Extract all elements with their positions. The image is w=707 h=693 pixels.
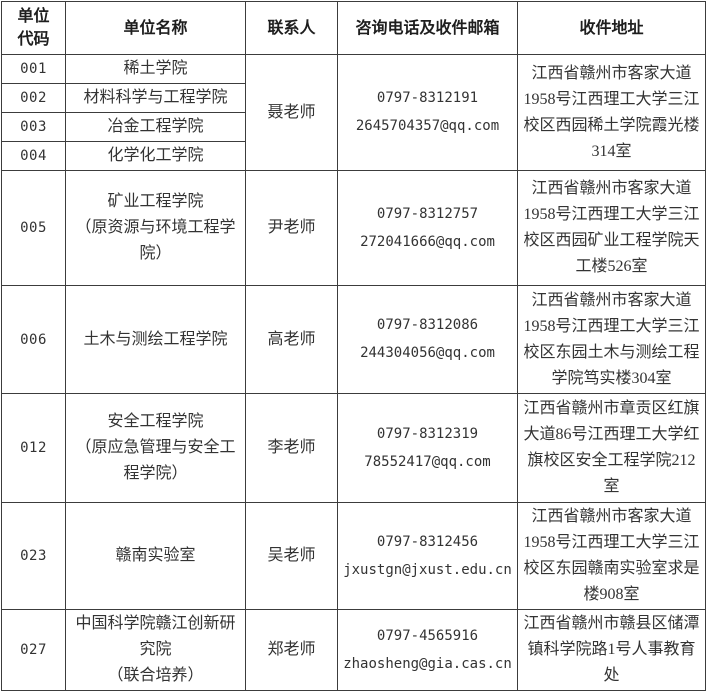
unit-name-cell: 安全工程学院 （原应急管理与安全工 程学院）: [65, 393, 246, 503]
table-row: 003 冶金工程学院: [1, 112, 706, 142]
phone-email-cell: 0797-8312086 244304056@qq.com: [337, 285, 518, 394]
phone-email-cell: 0797-8312191 2645704357@qq.com: [337, 54, 518, 171]
unit-name-cell: 矿业工程学院 （原资源与环境工程学 院）: [65, 170, 246, 286]
contact-person-cell: 聂老师: [245, 54, 338, 171]
phone-email-cell: 0797-8312456 jxustgn@jxust.edu.cn: [337, 502, 518, 610]
email-address: 272041666@qq.com: [360, 233, 495, 250]
unit-name-cell: 冶金工程学院: [65, 112, 246, 142]
unit-name-cell: 中国科学院赣江创新研 究院 （联合培养）: [65, 609, 246, 691]
unit-name-cell: 材料科学与工程学院: [65, 83, 246, 113]
email-address: 2645704357@qq.com: [355, 118, 500, 134]
phone-email-cell: 0797-4565916 zhaosheng@gia.cas.cn: [337, 609, 518, 691]
unit-code-cell: 023: [1, 502, 66, 610]
address-cell: 江西省赣州市赣县区储潭 镇科学院路1号人事教育 处: [517, 609, 706, 691]
unit-name-cell: 稀土学院: [65, 54, 246, 84]
phone-number: 0797-8312319: [376, 425, 479, 442]
table-row: 027 中国科学院赣江创新研 究院 （联合培养） 郑老师 0797-4565916 zh…: [1, 609, 706, 691]
unit-code-cell: 012: [1, 393, 66, 503]
unit-name-cell: 土木与测绘工程学院: [65, 285, 246, 394]
table-row: 023 赣南实验室 吴老师 0797-8312456 jxustgn@jxust.edu…: [1, 502, 706, 610]
table-row: 004 化学化工学院: [1, 141, 706, 171]
address-cell: 江西省赣州市客家大道 1958号江西理工大学三江 校区西园稀土学院霞光楼 314…: [517, 54, 706, 171]
table-body: 001 稀土学院 聂老师 0797-8312191 2645704357@qq.com 江…: [1, 54, 706, 691]
header-address: 收件地址: [517, 1, 706, 55]
phone-email-cell: 0797-8312757 272041666@qq.com: [337, 170, 518, 286]
unit-code-cell: 002: [1, 83, 66, 113]
address-cell: 江西省赣州市客家大道 1958号江西理工大学三江 校区东园土木与测绘工程 学院笃…: [517, 285, 706, 394]
unit-name-cell: 化学化工学院: [65, 141, 246, 171]
header-contact: 联系人: [245, 1, 338, 55]
table-header: 单位 代码 单位名称 联系人 咨询电话及收件邮箱 收件地址: [1, 1, 706, 55]
contact-person-cell: 郑老师: [245, 609, 338, 691]
email-address: 244304056@qq.com: [360, 345, 495, 361]
table-row: 002 材料科学与工程学院: [1, 83, 706, 113]
table-row: 005 矿业工程学院 （原资源与环境工程学 院） 尹老师 0797-8312757 27…: [1, 170, 706, 286]
phone-number: 0797-8312191: [376, 90, 479, 106]
address-cell: 江西省赣州市客家大道 1958号江西理工大学三江 校区西园矿业工程学院天 工楼5…: [517, 170, 706, 286]
contact-person-cell: 高老师: [245, 285, 338, 394]
address-cell: 江西省赣州市章贡区红旗 大道86号江西理工大学红 旗校区安全工程学院212 室: [517, 393, 706, 503]
unit-code-cell: 004: [1, 141, 66, 171]
header-unit-name: 单位名称: [65, 1, 246, 55]
contact-person-cell: 李老师: [245, 393, 338, 503]
unit-code-cell: 005: [1, 170, 66, 286]
header-unit-code: 单位 代码: [1, 1, 66, 55]
contact-person-cell: 尹老师: [245, 170, 338, 286]
table-row: 012 安全工程学院 （原应急管理与安全工 程学院） 李老师 0797-8312319…: [1, 393, 706, 503]
phone-email-cell: 0797-8312319 78552417@qq.com: [337, 393, 518, 503]
phone-number: 0797-8312757: [376, 205, 479, 222]
email-address: zhaosheng@gia.cas.cn: [343, 655, 512, 672]
phone-number: 0797-4565916: [376, 627, 479, 644]
header-row: 单位 代码 单位名称 联系人 咨询电话及收件邮箱 收件地址: [1, 1, 706, 55]
unit-name-cell: 赣南实验室: [65, 502, 246, 610]
phone-number: 0797-8312086: [376, 317, 479, 333]
table-row: 006 土木与测绘工程学院 高老师 0797-8312086 244304056@qq.…: [1, 285, 706, 394]
phone-number: 0797-8312456: [376, 533, 479, 550]
address-cell: 江西省赣州市客家大道 1958号江西理工大学三江 校区东园赣南实验室求是 楼90…: [517, 502, 706, 610]
unit-code-cell: 003: [1, 112, 66, 142]
email-address: jxustgn@jxust.edu.cn: [343, 561, 512, 578]
unit-code-cell: 001: [1, 54, 66, 84]
unit-code-cell: 027: [1, 609, 66, 691]
unit-code-cell: 006: [1, 285, 66, 394]
header-phone-email: 咨询电话及收件邮箱: [337, 1, 518, 55]
table-row: 001 稀土学院 聂老师 0797-8312191 2645704357@qq.com 江…: [1, 54, 706, 171]
email-address: 78552417@qq.com: [364, 453, 491, 470]
contact-person-cell: 吴老师: [245, 502, 338, 610]
